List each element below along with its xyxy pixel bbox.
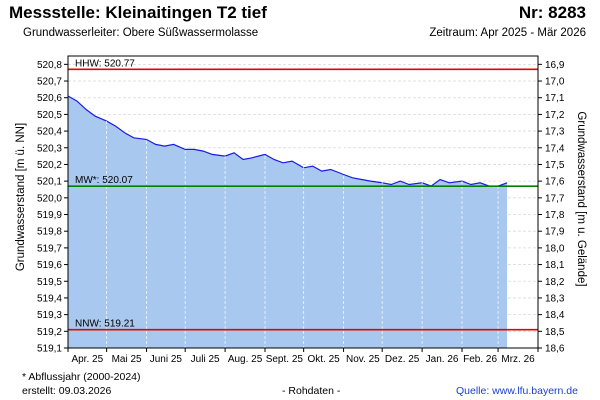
- y-right-tick-label: 18,5: [545, 327, 565, 338]
- x-tick-label: Sept. 25: [266, 354, 304, 365]
- x-tick-label: Aug. 25: [228, 354, 263, 365]
- y-axis-right-label: Grundwasserstand [m u. Gelände]: [575, 111, 587, 286]
- y-right-tick-label: 16,9: [545, 60, 565, 71]
- x-tick-label: Juli 25: [191, 354, 220, 365]
- x-tick-label: Okt. 25: [307, 354, 340, 365]
- y-right-tick-label: 18,3: [545, 293, 565, 304]
- y-tick-label: 520,1: [37, 177, 62, 188]
- y-tick-label: 519,7: [37, 243, 62, 254]
- y-tick-label: 519,9: [37, 210, 62, 221]
- y-right-tick-label: 17,7: [545, 193, 565, 204]
- x-tick-label: Jan. 26: [426, 354, 459, 365]
- y-tick-label: 519,5: [37, 277, 62, 288]
- y-tick-label: 520,0: [37, 193, 62, 204]
- y-right-tick-label: 17,8: [545, 210, 565, 221]
- y-axis-left-label: Grundwasserstand [m ü. NN]: [15, 123, 27, 271]
- mw-label: MW*: 520.07: [75, 175, 133, 186]
- x-tick-label: Nov. 25: [346, 354, 380, 365]
- x-axis: Apr. 25 Mai 25 Juni 25 Juli 25 Aug. 25 Sept. …: [67, 348, 539, 365]
- plot-frame: [67, 55, 539, 349]
- y-right-tick-label: 17,1: [545, 93, 565, 104]
- footnote: * Abflussjahr (2000-2024): [22, 371, 141, 383]
- x-tick-label: Feb. 26: [463, 354, 497, 365]
- y-tick-label: 520,8: [37, 60, 62, 71]
- nnw-label: NNW: 519.21: [75, 319, 135, 330]
- y-tick-label: 520,5: [37, 110, 62, 121]
- y-tick-label: 520,7: [37, 77, 62, 88]
- station-number: Nr: 8283: [518, 3, 586, 22]
- x-tick-label: Juni 25: [150, 354, 183, 365]
- y-tick-label: 520,6: [37, 93, 62, 104]
- y-right-tick-label: 18,0: [545, 243, 565, 254]
- x-grid: [106, 56, 499, 348]
- y-right-tick-label: 17,5: [545, 160, 565, 171]
- reference-lines: HHW: 520.77 MW*: 520.07 NNW: 519.21: [68, 58, 538, 331]
- y-right-tick-label: 17,9: [545, 227, 565, 238]
- y-tick-label: 519,2: [37, 327, 62, 338]
- y-tick-label: 520,3: [37, 143, 62, 154]
- created-date: erstellt: 09.03.2026: [22, 385, 112, 397]
- aquifer-label: Grundwasserleiter: Obere Süßwassermolass…: [23, 27, 259, 39]
- raw-data-label: - Rohdaten -: [282, 385, 341, 397]
- x-tick-label: Mrz. 26: [501, 354, 535, 365]
- y-right-tick-label: 18,6: [545, 344, 565, 355]
- period-label: Zeitraum: Apr 2025 - Mär 2026: [429, 27, 586, 39]
- y-tick-label: 519,6: [37, 260, 62, 271]
- y-right-tick-label: 17,0: [545, 77, 565, 88]
- y-tick-label: 520,2: [37, 160, 62, 171]
- y-tick-label: 520,4: [37, 127, 62, 138]
- water-level-area: [68, 96, 508, 348]
- hhw-label: HHW: 520.77: [75, 58, 135, 69]
- y-right-tick-label: 18,2: [545, 277, 565, 288]
- source-link[interactable]: Quelle: www.lfu.bayern.de: [456, 385, 578, 397]
- y-right-tick-label: 17,4: [545, 143, 565, 154]
- y-right-tick-label: 18,4: [545, 310, 565, 321]
- y-right-tick-label: 17,6: [545, 177, 565, 188]
- x-tick-label: Mai 25: [112, 354, 142, 365]
- y-tick-label: 519,4: [37, 293, 62, 304]
- water-level-line: [67, 95, 508, 187]
- x-tick-label: Dez. 25: [385, 354, 420, 365]
- y-right-tick-label: 17,3: [545, 127, 565, 138]
- y-axis-left: 520,8 520,7 520,6 520,5 520,4 520,3 520,2 520,1…: [37, 60, 68, 355]
- y-right-tick-label: 18,1: [545, 260, 565, 271]
- station-title: Messstelle: Kleinaitingen T2 tief: [9, 3, 267, 22]
- y-axis-right: 16,9 17,0 17,1 17,2 17,3 17,4 17,5 17,6 17,7 17,8…: [538, 60, 565, 355]
- y-right-tick-label: 17,2: [545, 110, 565, 121]
- x-tick-label: Apr. 25: [71, 354, 103, 365]
- y-tick-label: 519,8: [37, 227, 62, 238]
- y-tick-label: 519,1: [37, 344, 62, 355]
- y-tick-label: 519,3: [37, 310, 62, 321]
